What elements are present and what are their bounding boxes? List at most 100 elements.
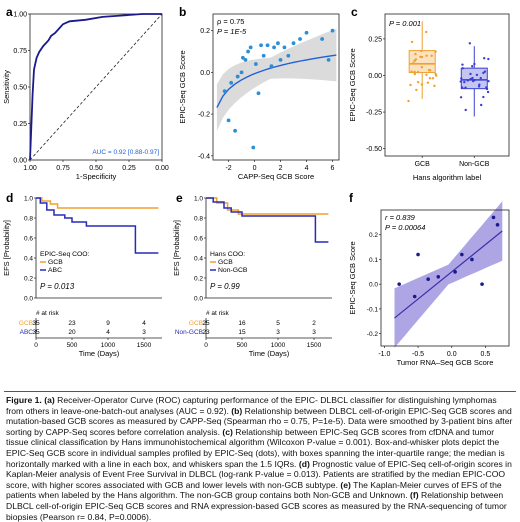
- d-x-axis-label: Time (Days): [79, 349, 120, 358]
- d-risk-count: 35: [32, 329, 40, 336]
- b-data-point: [222, 89, 227, 94]
- b-data-point: [256, 91, 261, 96]
- c-jitter-point: [416, 70, 420, 74]
- caption-f-label: (f): [410, 490, 419, 501]
- caption-title: Figure 1.: [6, 395, 42, 405]
- c-jitter-point: [477, 85, 481, 88]
- b-p-label: P = 1E-5: [217, 27, 247, 36]
- c-jitter-point: [487, 57, 490, 61]
- a-y-axis-label: Sensitivity: [2, 70, 11, 104]
- c-jitter-point: [473, 62, 476, 66]
- d-legend-label: GCB: [48, 259, 63, 266]
- f-data-point: [495, 223, 500, 227]
- b-data-point: [243, 57, 248, 62]
- e-risk-row-label: Non-GCB: [175, 329, 203, 336]
- c-jitter-point: [486, 90, 490, 94]
- d-y-tick-label: 0.0: [24, 296, 33, 303]
- c-jitter-point: [464, 108, 467, 112]
- c-jitter-point: [414, 52, 417, 56]
- c-jitter-point: [409, 83, 412, 87]
- b-data-point: [253, 62, 258, 66]
- c-jitter-point: [425, 30, 428, 34]
- d-risk-count: 9: [106, 320, 110, 327]
- e-risk-count: 25: [202, 320, 210, 327]
- d-y-tick-label: 0.2: [24, 276, 33, 283]
- e-at-risk-title: # at risk: [206, 310, 230, 317]
- e-p-label: P = 0.99: [210, 282, 240, 291]
- d-x-tick-label: 1000: [101, 342, 116, 349]
- b-data-point: [240, 55, 245, 60]
- d-y-tick-label: 1.0: [24, 196, 33, 203]
- c-y-tick-label: 0.25: [368, 36, 382, 43]
- d-risk-count: 4: [142, 320, 146, 327]
- f-y-tick-label: 0.1: [369, 257, 378, 264]
- e-y-tick-label: 0.6: [194, 236, 203, 243]
- b-data-point: [298, 37, 302, 41]
- d-risk-row-label: ABC: [20, 329, 34, 336]
- b-x-tick-label: 0: [253, 165, 257, 172]
- c-jitter-point: [420, 49, 423, 53]
- c-jitter-point: [435, 74, 438, 77]
- caption-e-label: (e): [340, 479, 351, 490]
- b-y-tick-label: -0.2: [198, 112, 210, 119]
- e-legend-label: GCB: [218, 259, 233, 266]
- c-jitter-point: [482, 95, 485, 99]
- e-y-tick-label: 0.2: [194, 276, 203, 283]
- b-confidence-band: [216, 28, 337, 131]
- panel-e-km: e 0.0 0.2 0.4 0.6 0.8 1.0 EFS [Probability] Han…: [172, 191, 332, 358]
- b-data-point: [278, 57, 283, 62]
- f-data-point: [426, 277, 430, 282]
- b-data-point: [261, 53, 266, 58]
- d-km-curve: [36, 197, 159, 254]
- c-jitter-point: [419, 55, 422, 58]
- e-y-tick-label: 1.0: [194, 196, 203, 203]
- c-p-label: P = 0.001: [389, 19, 421, 28]
- c-jitter-point: [459, 96, 463, 99]
- b-data-point: [330, 28, 335, 33]
- b-data-point: [246, 49, 250, 54]
- b-fit-line: [216, 54, 337, 108]
- c-jitter-point: [479, 76, 482, 80]
- c-jitter-point: [425, 54, 428, 57]
- c-jitter-point: [464, 86, 467, 89]
- f-x-axis-label: Tumor RNA–Seq GCB Score: [397, 358, 494, 367]
- panel-a-roc: a 1.00 0.75 0.50 0.25 0.00 0.00 0.25 0.50 0.75 1.…: [2, 5, 169, 181]
- c-jitter-point: [478, 83, 481, 86]
- c-jitter-point: [471, 79, 475, 83]
- b-data-point: [248, 45, 253, 50]
- c-jitter-point: [425, 73, 428, 77]
- e-y-tick-label: 0.0: [194, 296, 203, 303]
- d-risk-row-label: GCB: [19, 320, 33, 327]
- f-y-tick-label: 0.0: [369, 282, 378, 289]
- a-y-tick-label: 0.00: [13, 158, 27, 165]
- e-x-tick-label: 1000: [271, 342, 286, 349]
- b-y-tick-label: 0.0: [200, 70, 210, 77]
- c-jitter-point: [427, 68, 431, 72]
- f-data-point: [470, 257, 474, 262]
- caption-b-text: Relationship between DLBCL cell-of-origi…: [6, 405, 513, 437]
- b-y-tick-label: 0.2: [200, 28, 210, 35]
- c-jitter-point: [461, 86, 464, 89]
- e-x-tick-label: 0: [204, 342, 208, 349]
- d-y-tick-label: 0.8: [24, 216, 33, 223]
- d-y-tick-label: 0.4: [24, 256, 33, 263]
- panel-a-letter: a: [6, 5, 13, 19]
- caption-b-label: (b): [231, 405, 243, 416]
- a-y-tick-label: 1.00: [13, 12, 27, 19]
- c-jitter-point: [469, 77, 472, 81]
- c-jitter-point: [410, 40, 414, 44]
- b-data-point: [286, 53, 291, 58]
- e-risk-count: 15: [238, 329, 246, 336]
- f-x-tick-label: -0.5: [412, 351, 424, 358]
- caption-d-text: Prognostic value of EPIC-Seq cell-of-ori…: [6, 458, 512, 490]
- e-risk-count: 3: [276, 329, 280, 336]
- a-x-tick-label: 0.00: [155, 165, 169, 172]
- caption-d-label: (d): [298, 458, 310, 469]
- c-jitter-point: [413, 70, 416, 74]
- f-x-tick-label: 0.0: [447, 351, 457, 358]
- a-x-tick-label: 0.75: [56, 165, 70, 172]
- d-p-label: P = 0.013: [40, 282, 75, 291]
- e-risk-count: 16: [238, 320, 246, 327]
- c-y-axis-label: EPIC-Seq GCB Score: [348, 48, 357, 121]
- c-y-tick-label: -0.50: [366, 146, 382, 153]
